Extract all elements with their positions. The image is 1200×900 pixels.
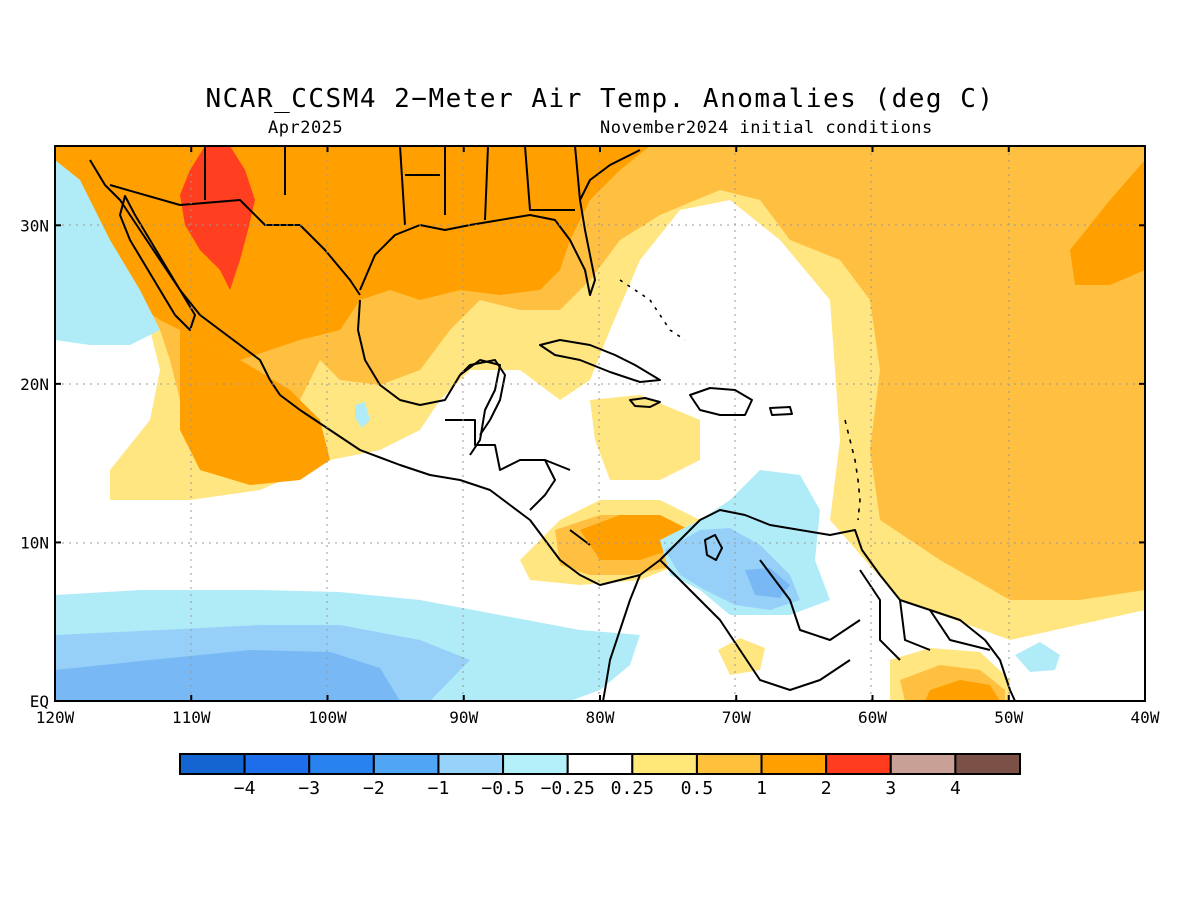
borders-central-america [445, 419, 591, 546]
lon-tick-label: 50W [994, 708, 1023, 727]
colorbar-swatch [889, 753, 957, 775]
lesser-antilles [619, 279, 861, 521]
colorbar-label: 0.25 [611, 778, 654, 799]
lon-tick-label: 80W [586, 708, 615, 727]
colorbar-label: −3 [298, 778, 320, 799]
colorbar-label: 1 [756, 778, 767, 799]
colorbar-label: 4 [950, 778, 961, 799]
island-jamaica [629, 397, 661, 408]
coastline-south-america-west [602, 574, 641, 702]
colorbar-swatch [760, 753, 828, 775]
borders-us-states [204, 145, 581, 226]
map-title: NCAR_CCSM4 2−Meter Air Temp. Anomalies (… [205, 84, 995, 114]
lat-tick-label: 30N [20, 216, 49, 235]
anomaly-zone-cooler [55, 568, 790, 701]
colorbar-swatch [825, 753, 892, 775]
anomaly-zone-hot [180, 146, 255, 290]
coastline-pacific-mexico [89, 159, 641, 586]
lat-tick-label: EQ [30, 692, 49, 711]
latitude-axis: 30N 20N 10N EQ [20, 216, 1145, 711]
init-conditions-label: November2024 initial conditions [600, 118, 933, 138]
island-hispaniola [689, 387, 753, 416]
lat-tick-label: 10N [20, 533, 49, 552]
lat-tick-label: 20N [20, 375, 49, 394]
coastline-gulf-of-mexico [357, 299, 501, 456]
coastline-baja-california [119, 195, 196, 331]
colorbar-swatch [631, 753, 698, 775]
colorbar-label: −1 [428, 778, 450, 799]
colorbar-swatch [372, 753, 440, 775]
border-us-mexico [109, 184, 361, 296]
lon-tick-label: 40W [1131, 708, 1160, 727]
lon-tick-label: 90W [449, 708, 478, 727]
colorbar-swatch [954, 753, 1022, 775]
colorbar-swatch [179, 753, 246, 775]
coastlines [89, 145, 1016, 702]
colorbar-label: 2 [821, 778, 832, 799]
lake-maracaibo [704, 534, 723, 561]
colorbar-swatch [566, 753, 634, 775]
colorbar-label: −2 [363, 778, 385, 799]
lon-tick-label: 110W [172, 708, 211, 727]
colorbar-label: −4 [234, 778, 256, 799]
lon-tick-label: 100W [308, 708, 347, 727]
lon-tick-label: 60W [858, 708, 887, 727]
longitude-axis: 120W 110W 100W 90W 80W 70W 60W 50W 40W [36, 146, 1160, 727]
colorbar-swatch [243, 753, 311, 775]
colorbar-label: −0.5 [481, 778, 524, 799]
colorbar: −4 −3 −2 −1 −0.5 −0.25 0.25 0.5 1 2 3 4 [179, 753, 1022, 799]
colorbar-label: 3 [885, 778, 896, 799]
anomaly-fields [55, 146, 1145, 701]
colorbar-label: 0.5 [681, 778, 714, 799]
lon-tick-label: 120W [36, 708, 75, 727]
island-cuba [539, 339, 661, 383]
lon-tick-label: 70W [722, 708, 751, 727]
colorbar-swatch [502, 753, 569, 775]
coastline-yucatan [459, 359, 506, 436]
valid-month-label: Apr2025 [268, 118, 344, 138]
borders-south-america [659, 559, 991, 691]
colorbar-label: −0.25 [541, 778, 595, 799]
gridlines [55, 146, 1145, 701]
colorbar-swatch [437, 753, 505, 775]
island-puerto-rico [769, 406, 793, 416]
colorbar-swatch [695, 753, 763, 775]
coastline-south-america [639, 509, 1016, 702]
colorbar-swatch [308, 753, 375, 775]
